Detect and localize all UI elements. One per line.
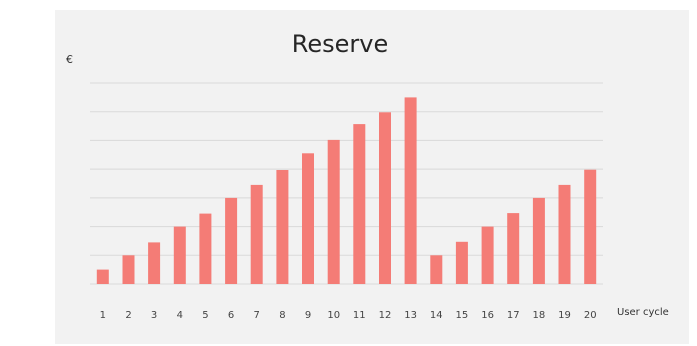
bar-11	[353, 124, 366, 284]
bar-14	[430, 255, 443, 284]
x-tick-label: 16	[481, 310, 494, 321]
bar-6	[225, 197, 238, 284]
x-tick-label: 3	[151, 310, 157, 321]
x-tick-label: 20	[584, 310, 597, 321]
x-tick-labels: 1 2 3 4 5 6 7 8 9 10 11 12 13 14 15 16 17 18 19 20	[100, 310, 597, 321]
x-tick-label: 15	[456, 310, 469, 321]
bar-20	[584, 169, 597, 284]
x-axis-label: User cycle	[617, 307, 669, 318]
x-tick-label: 4	[177, 310, 183, 321]
x-tick-label: 9	[305, 310, 311, 321]
bar-7	[250, 184, 263, 284]
bar-17	[507, 213, 520, 284]
bars	[96, 97, 597, 285]
bar-3	[148, 242, 161, 284]
x-tick-label: 10	[327, 310, 340, 321]
x-tick-label: 18	[533, 310, 546, 321]
x-tick-label: 2	[125, 310, 131, 321]
x-tick-label: 14	[430, 310, 443, 321]
bar-18	[532, 197, 545, 284]
bar-12	[379, 112, 391, 284]
x-tick-label: 6	[228, 310, 234, 321]
chart-title: Reserve	[291, 30, 389, 58]
x-tick-label: 7	[254, 310, 260, 321]
bar-19	[558, 184, 571, 284]
x-tick-label: 1	[100, 310, 106, 321]
x-tick-label: 17	[507, 310, 520, 321]
bar-16	[481, 226, 494, 284]
chart-panel	[55, 10, 689, 344]
bar-5	[199, 213, 212, 284]
x-tick-label: 5	[202, 310, 208, 321]
bar-10	[327, 139, 340, 284]
x-tick-label: 19	[558, 310, 571, 321]
bar-9	[302, 153, 314, 284]
gridlines	[90, 82, 603, 285]
y-axis-unit-label: €	[66, 53, 73, 66]
bar-15	[455, 241, 468, 284]
x-tick-label: 8	[279, 310, 285, 321]
bar-1	[96, 269, 109, 284]
x-tick-label: 13	[404, 310, 417, 321]
bar-4	[173, 226, 186, 284]
bar-13	[404, 97, 417, 285]
bar-2	[122, 255, 135, 284]
x-tick-label: 12	[379, 310, 392, 321]
bar-8	[276, 170, 289, 284]
x-tick-label: 11	[353, 310, 366, 321]
